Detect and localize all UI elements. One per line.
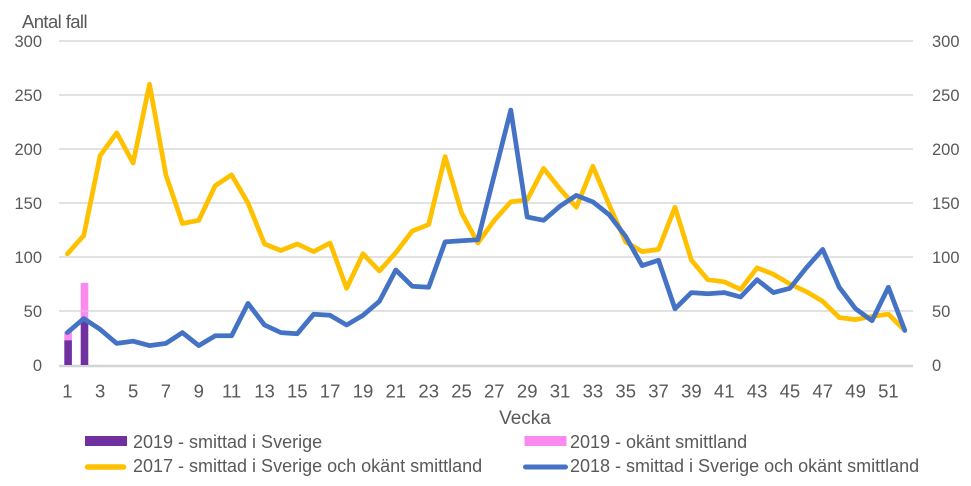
svg-text:37: 37 [648,381,669,402]
svg-text:39: 39 [681,381,702,402]
svg-text:50: 50 [24,303,42,321]
svg-text:21: 21 [386,381,407,402]
svg-text:35: 35 [615,381,636,402]
svg-text:2019 - smittad i Sverige: 2019 - smittad i Sverige [133,432,322,452]
svg-text:17: 17 [320,381,341,402]
svg-text:9: 9 [194,381,204,402]
svg-text:150: 150 [14,195,42,213]
svg-text:Antal fall: Antal fall [22,11,87,32]
svg-text:29: 29 [517,381,538,402]
svg-text:300: 300 [932,33,960,51]
svg-text:41: 41 [714,381,735,402]
svg-text:23: 23 [418,381,439,402]
svg-text:27: 27 [484,381,505,402]
svg-text:100: 100 [932,249,960,267]
svg-text:13: 13 [254,381,275,402]
svg-text:11: 11 [222,381,241,402]
svg-text:200: 200 [14,141,42,159]
svg-text:250: 250 [932,87,960,105]
svg-text:15: 15 [287,381,308,402]
svg-text:47: 47 [812,381,833,402]
svg-text:31: 31 [550,381,571,402]
svg-text:0: 0 [932,357,941,375]
svg-text:51: 51 [878,381,899,402]
svg-text:2017 - smittad i Sverige och o: 2017 - smittad i Sverige och okänt smitt… [133,456,482,476]
svg-text:43: 43 [747,381,768,402]
svg-text:49: 49 [845,381,866,402]
svg-text:19: 19 [353,381,374,402]
svg-text:250: 250 [14,87,42,105]
svg-text:100: 100 [14,249,42,267]
svg-text:1: 1 [62,381,72,402]
svg-text:150: 150 [932,195,960,213]
svg-text:2019 - okänt smittland: 2019 - okänt smittland [570,432,747,452]
svg-text:25: 25 [451,381,472,402]
svg-text:2018 - smittad i Sverige och o: 2018 - smittad i Sverige och okänt smitt… [570,456,919,476]
svg-text:45: 45 [780,381,801,402]
svg-text:200: 200 [932,141,960,159]
svg-text:7: 7 [161,381,171,402]
svg-text:50: 50 [932,303,950,321]
svg-text:33: 33 [583,381,604,402]
svg-text:5: 5 [128,381,138,402]
svg-text:Vecka: Vecka [499,408,551,429]
svg-text:3: 3 [95,381,105,402]
svg-text:300: 300 [14,33,42,51]
svg-text:0: 0 [33,357,42,375]
